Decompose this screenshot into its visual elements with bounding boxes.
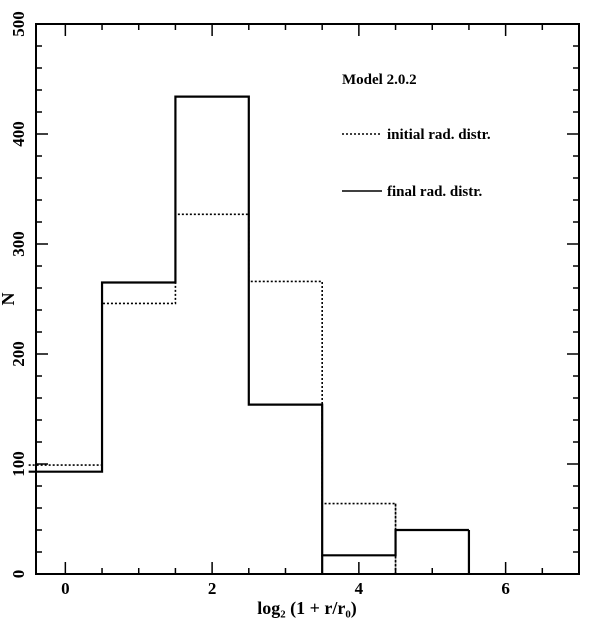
y-tick-label: 0 bbox=[9, 570, 28, 579]
y-axis-label: N bbox=[0, 293, 18, 306]
tick-labels: 0 2 4 6 0 100 200 300 400 500 bbox=[9, 11, 510, 598]
y-tick-label: 200 bbox=[9, 341, 28, 367]
y-tick-label: 400 bbox=[9, 121, 28, 147]
axis-ticks bbox=[36, 23, 579, 575]
y-tick-label: 300 bbox=[9, 231, 28, 257]
y-tick-label: 100 bbox=[9, 451, 28, 477]
legend-label-initial: initial rad. distr. bbox=[387, 127, 491, 143]
chart-title: Model 2.0.2 bbox=[342, 72, 417, 88]
x-tick-label: 6 bbox=[501, 579, 510, 598]
y-tick-label: 500 bbox=[9, 11, 28, 37]
x-tick-label: 2 bbox=[208, 579, 217, 598]
series-layer bbox=[28, 95, 471, 575]
series-final-step bbox=[28, 95, 469, 557]
x-tick-label: 0 bbox=[61, 579, 70, 598]
legend-label-final: final rad. distr. bbox=[387, 184, 483, 200]
x-tick-label: 4 bbox=[355, 579, 364, 598]
plot-frame bbox=[35, 23, 580, 575]
x-axis-label: log₂ (1 + r/r₀) bbox=[257, 598, 357, 619]
